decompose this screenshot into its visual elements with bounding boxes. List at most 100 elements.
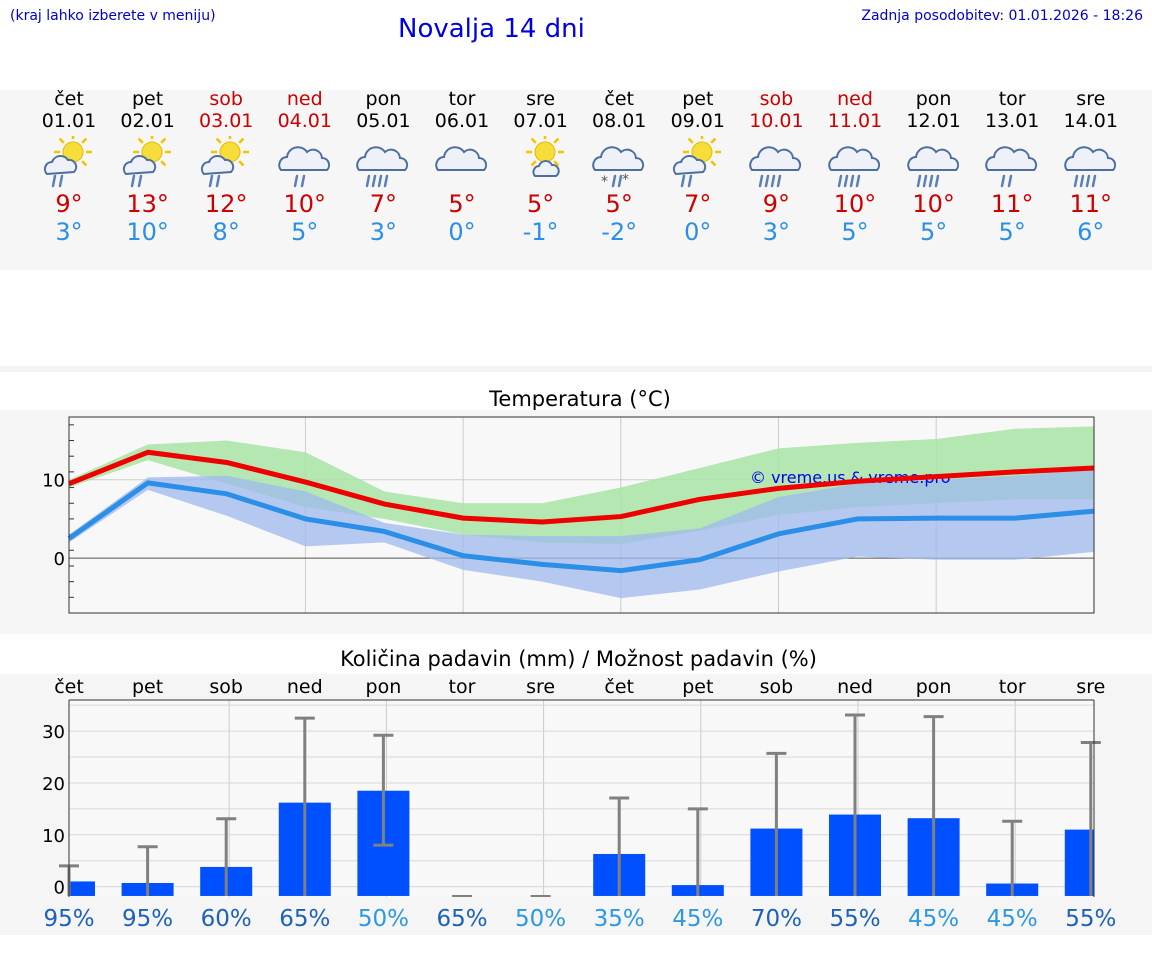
temp-max: 5°	[448, 190, 476, 218]
day-name: tor	[998, 88, 1026, 110]
y-tick-label: 10	[42, 826, 65, 847]
day-label: ned	[287, 676, 323, 698]
precip-probability: 95%	[43, 906, 94, 932]
day-date: 06.01	[434, 110, 490, 132]
precipitation-chart-title: Količina padavin (mm) / Možnost padavin …	[340, 647, 817, 671]
temp-max: 11°	[990, 190, 1034, 218]
last-update: Zadnja posodobitev: 01.01.2026 - 18:26	[861, 8, 1143, 24]
forecast-day: tor 13.01 11° 5°	[973, 88, 1051, 246]
min-temp-line	[67, 480, 1095, 574]
y-tick-label: 0	[54, 878, 65, 899]
forecast-day: ned 11.01 10° 5°	[816, 88, 894, 246]
day-label: čet	[604, 676, 634, 698]
precipitation-chart: čet pet sob ned pon tor sre čet pet sob ned pon tor s…	[42, 676, 1116, 932]
forecast-day: čet 01.01 9° 3°	[30, 88, 108, 246]
precip-probability: 55%	[1065, 906, 1116, 932]
precip-probability: 60%	[201, 906, 252, 932]
precip-probability: 65%	[436, 906, 487, 932]
forecast-day: sob 03.01 12° 8°	[187, 88, 265, 246]
svg-text:*: *	[601, 174, 608, 190]
day-label: pon	[916, 676, 952, 698]
temp-min: 3°	[55, 218, 83, 246]
day-date: 10.01	[749, 110, 804, 132]
sun-cloud-rain-icon	[43, 136, 92, 188]
day-label: tor	[449, 676, 476, 698]
precip-probability: 45%	[987, 906, 1038, 932]
day-name: ned	[837, 88, 873, 110]
precip-probability: 50%	[515, 906, 566, 932]
day-name: ned	[286, 88, 323, 110]
y-tick-label: 20	[42, 774, 65, 795]
temp-min: 5°	[841, 218, 869, 246]
cloud-snow-rain-icon: * *	[592, 146, 645, 190]
day-label: pet	[682, 676, 713, 698]
day-name: pon	[915, 88, 952, 110]
temp-max: 10°	[833, 190, 877, 218]
y-tick-label: 10	[42, 471, 65, 492]
precip-probability: 55%	[829, 906, 880, 932]
day-label: sob	[760, 676, 794, 698]
max-range-band	[69, 426, 1094, 545]
max-temp-line	[68, 449, 1095, 525]
day-name: pon	[365, 88, 402, 110]
cloud-heavy-rain-icon	[749, 146, 802, 188]
svg-text:*: *	[622, 172, 629, 188]
temp-min: -2°	[601, 218, 638, 246]
day-name: pet	[682, 88, 714, 110]
day-date: 03.01	[198, 110, 254, 132]
sun-shape	[211, 136, 250, 171]
temp-max: 10°	[283, 190, 327, 218]
temp-max: 12°	[204, 190, 248, 218]
temp-min: 5°	[919, 218, 948, 246]
forecast-band	[0, 90, 1152, 270]
temp-min: 8°	[212, 218, 240, 246]
forecast-day: čet 08.01 * * 5° -2°	[580, 88, 658, 246]
temp-min: 3°	[762, 218, 791, 246]
day-label: tor	[999, 676, 1026, 698]
day-name: sre	[526, 88, 556, 110]
sun-cloud-rain-icon	[672, 136, 721, 188]
temp-max: 7°	[369, 190, 398, 218]
day-label: pon	[366, 676, 402, 698]
day-date: 09.01	[670, 110, 725, 132]
day-name: sre	[1076, 88, 1106, 110]
temp-max: 13°	[126, 190, 169, 218]
temp-min: 0°	[684, 218, 712, 246]
day-name: tor	[448, 88, 476, 110]
temp-max: 9°	[762, 190, 791, 218]
forecast-day: sre 14.01 11° 6°	[1052, 88, 1130, 246]
forecast-day: tor 06.01 5° 0°	[423, 88, 501, 246]
day-label: pet	[132, 676, 163, 698]
precip-probability: 65%	[279, 906, 330, 932]
day-name: čet	[54, 88, 84, 110]
precip-probability: 45%	[908, 906, 959, 932]
temp-max: 5°	[526, 190, 555, 218]
day-date: 13.01	[984, 110, 1040, 132]
temperature-chart: © vreme.us & vreme.pro 0 10	[42, 416, 1095, 614]
forecast-day: pon 12.01 10° 5°	[895, 88, 973, 246]
day-date: 04.01	[277, 110, 332, 132]
day-label: čet	[54, 676, 84, 698]
precip-probability: 70%	[751, 906, 802, 932]
location-hint: (kraj lahko izberete v meniju)	[10, 8, 216, 24]
day-name: sob	[209, 88, 243, 110]
section-divider	[0, 366, 1152, 372]
min-range-band	[69, 469, 1094, 599]
forecast-day: pon 05.01 7° 3°	[344, 88, 422, 246]
cloud-heavy-rain-icon	[356, 146, 409, 188]
temp-max: 5°	[605, 190, 633, 218]
day-name: pet	[131, 88, 164, 110]
day-label: sre	[526, 676, 555, 698]
cloud-heavy-rain-icon	[828, 146, 881, 188]
temperature-chart-title: Temperatura (°C)	[489, 387, 671, 411]
temp-min: 3°	[369, 218, 398, 246]
temp-max: 11°	[1069, 190, 1113, 218]
day-name: čet	[604, 88, 634, 110]
temp-min: 5°	[998, 218, 1026, 246]
cloud-heavy-rain-icon	[1064, 146, 1116, 188]
page-title: Novalja 14 dni	[398, 14, 585, 44]
y-tick-label: 0	[54, 549, 65, 570]
day-date: 11.01	[827, 110, 883, 132]
cloud-icon	[435, 146, 488, 171]
precip-probability: 45%	[672, 906, 723, 932]
